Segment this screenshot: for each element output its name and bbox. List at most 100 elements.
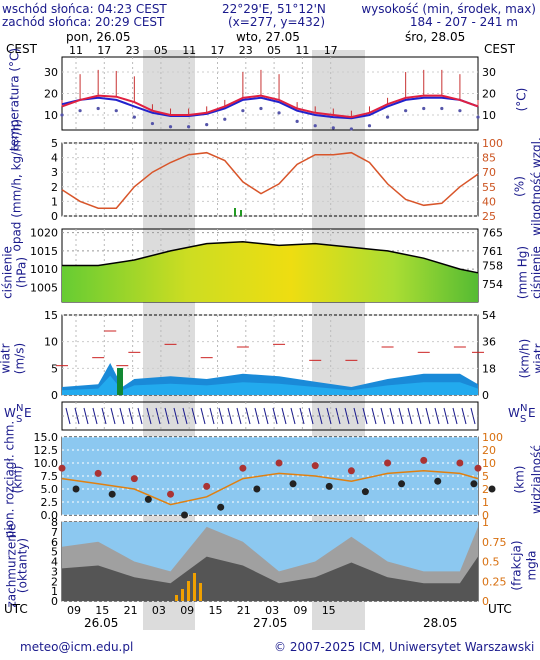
cloud-tick-0: 8: [51, 516, 58, 529]
utc-right: UTC: [488, 602, 512, 616]
cloud-label-b: (oktanty): [15, 537, 30, 594]
utc-left: UTC: [4, 602, 28, 616]
cloud-top-dot-5: [239, 464, 247, 472]
wind-r-tick-1: 36: [482, 336, 496, 349]
bottom-tick-3: 03: [152, 604, 166, 617]
vis-tick-3: 7.5: [41, 470, 59, 483]
hum-tick-1: 85: [482, 152, 496, 165]
fog-bar-4: [199, 583, 202, 601]
cloud-top-dot-7: [311, 462, 319, 470]
bottom-tick-6: 21: [237, 604, 251, 617]
press-tick-0: 1020: [30, 227, 58, 240]
precip-tick-1: 4: [51, 152, 58, 165]
top-tick-8: 11: [295, 44, 309, 57]
bottom-tick-4: 09: [180, 604, 194, 617]
pressure-label-b: (hPa): [14, 256, 29, 289]
vis-r-tick-6: 0: [482, 509, 489, 522]
cloud-tick-1: 7: [51, 526, 58, 539]
visibility-line: [61, 470, 479, 506]
vis-r-tick-0: 100: [482, 431, 503, 444]
wind-tick-0: 15: [44, 309, 58, 322]
press-r-tick-0: 765: [482, 227, 503, 240]
dewpoint-dot-13: [295, 119, 299, 124]
temp-tick-r-0: 30: [482, 66, 496, 79]
day-label-3: śro, 28.05: [405, 30, 466, 44]
temp-right-label: (°C): [514, 87, 529, 112]
panel-frame-0: [61, 56, 479, 131]
dir-n-left: N: [16, 403, 24, 414]
pressure-line: [62, 241, 479, 274]
precip-tick-5: 0: [51, 210, 58, 223]
footer-email[interactable]: meteo@icm.edu.pl: [20, 640, 134, 654]
hum-tick-5: 25: [482, 210, 496, 223]
temp-line-red: [61, 94, 479, 119]
dewpoint-dot-1: [78, 109, 82, 113]
humidity-line: [61, 151, 479, 209]
press-r-tick-1: 761: [482, 245, 503, 258]
top-tick-5: 17: [211, 44, 225, 57]
dir-arrow-2: [83, 407, 89, 425]
cloud-base-dot-2: [144, 495, 152, 503]
cloud-base-dot-4: [217, 503, 225, 511]
dir-arrow-27: [308, 407, 314, 425]
pressure-right-b: ciśnienie: [529, 246, 540, 299]
vis-r-tick-5: 1: [482, 496, 489, 509]
bottom-tick-7: 03: [265, 604, 279, 617]
dewpoint-dot-3: [114, 109, 118, 113]
dir-arrow-12: [173, 407, 179, 425]
dir-arrow-7: [128, 407, 134, 425]
day-label-1: pon, 26.05: [66, 30, 131, 44]
hum-tick-2: 70: [482, 166, 496, 179]
wind-area-inner: [62, 375, 478, 395]
dewpoint-dot-22: [458, 109, 462, 113]
vis-r-tick-1: 20: [482, 444, 496, 457]
vis-r-tick-3: 5: [482, 470, 489, 483]
coords-text: 22°29'E, 51°12'N: [222, 2, 326, 16]
hum-tick-4: 40: [482, 195, 496, 208]
dewpoint-dot-10: [241, 109, 245, 113]
temp-tick-l-1: 20: [44, 88, 58, 101]
dir-s-right: S: [520, 414, 527, 425]
dir-arrow-22: [263, 407, 269, 425]
temp-tick-l-2: 10: [44, 109, 58, 122]
top-tick-9: 17: [324, 44, 338, 57]
humidity-label-a: wilgotność wzgl.: [529, 137, 540, 236]
dewpoint-dot-7: [187, 125, 191, 129]
vis-background: [62, 437, 478, 515]
dewpoint-dot-6: [168, 125, 173, 129]
vis-tick-5: 2.5: [41, 496, 59, 509]
wind-r-tick-2: 18: [482, 362, 496, 375]
wind-gust-bar: [117, 368, 123, 395]
dir-arrow-18: [227, 407, 233, 425]
tz-right: CEST: [484, 42, 515, 56]
dir-arrow-13: [182, 407, 188, 425]
fog-bar-2: [187, 581, 190, 601]
cloud-base-dot-12: [488, 485, 496, 493]
press-tick-1: 1015: [30, 245, 58, 258]
cloud-tick-5: 3: [51, 565, 58, 578]
cloud-top-dot-12: [474, 464, 482, 472]
top-tick-4: 11: [182, 44, 196, 57]
dir-s-left: S: [16, 414, 23, 425]
dewpoint-dot-0: [60, 113, 64, 117]
dewpoint-dot-9: [223, 117, 227, 121]
bottom-tick-9: 15: [322, 604, 336, 617]
pressure-label-a: ciśnienie: [0, 246, 15, 299]
vis-right-b: widzialność: [529, 445, 540, 514]
precip-tick-0: 5: [51, 137, 58, 150]
cloud-right-b: mgła: [524, 550, 539, 581]
cloud-base-dot-6: [289, 480, 297, 488]
top-tick-3: 05: [154, 44, 168, 57]
fog-tick-4: 0: [482, 595, 489, 608]
cloud-top-dot-9: [384, 459, 392, 467]
fog-bar-3: [193, 573, 196, 601]
cloud-tick-2: 6: [51, 536, 58, 549]
cloud-base-dot-0: [72, 485, 80, 493]
bottom-day-1: 26.05: [84, 616, 119, 630]
pressure-right-a: (mm Hg): [515, 245, 530, 300]
bottom-tick-2: 21: [124, 604, 138, 617]
precip-tick-2: 3: [51, 166, 58, 179]
temp-tick-l-0: 30: [44, 66, 58, 79]
wind-right-a: (km/h): [517, 338, 532, 379]
hum-tick-0: 100: [482, 137, 503, 150]
